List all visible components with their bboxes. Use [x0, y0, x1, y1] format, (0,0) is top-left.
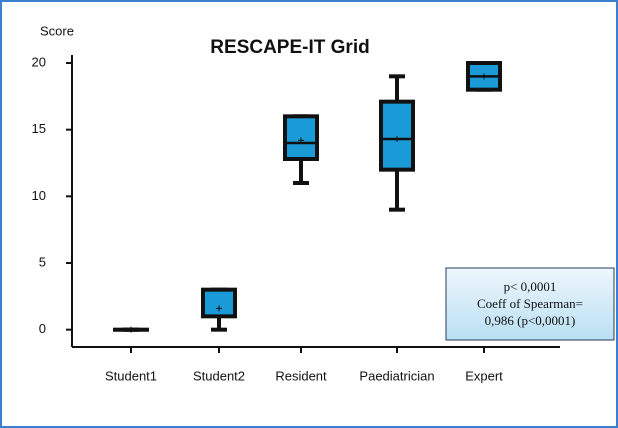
- mean-marker: [298, 137, 304, 144]
- y-tick-label: 15: [32, 121, 46, 136]
- box: [201, 287, 237, 319]
- box: [379, 99, 415, 172]
- annotation-box: [445, 267, 615, 341]
- mean-marker: [481, 73, 487, 80]
- x-tick-label: Student2: [193, 368, 245, 383]
- y-tick-label: 10: [32, 188, 46, 203]
- mean-marker: [216, 305, 222, 312]
- y-tick-label: 5: [39, 254, 46, 269]
- y-axis-label: Score: [40, 23, 74, 38]
- annotation-text: p< 0,0001: [504, 279, 557, 294]
- x-tick-label: Expert: [465, 368, 503, 383]
- annotation-text: Coeff of Spearman=: [477, 296, 583, 311]
- y-tick-label: 0: [39, 321, 46, 336]
- annotation-text: 0,986 (p<0,0001): [485, 313, 576, 328]
- chart-title: RESCAPE-IT Grid: [210, 37, 369, 58]
- x-tick-label: Resident: [275, 368, 327, 383]
- x-tick-label: Student1: [105, 368, 157, 383]
- mean-marker: [128, 326, 134, 333]
- x-tick-label: Paediatrician: [359, 368, 434, 383]
- y-tick-label: 20: [32, 54, 46, 69]
- mean-marker: [394, 136, 400, 142]
